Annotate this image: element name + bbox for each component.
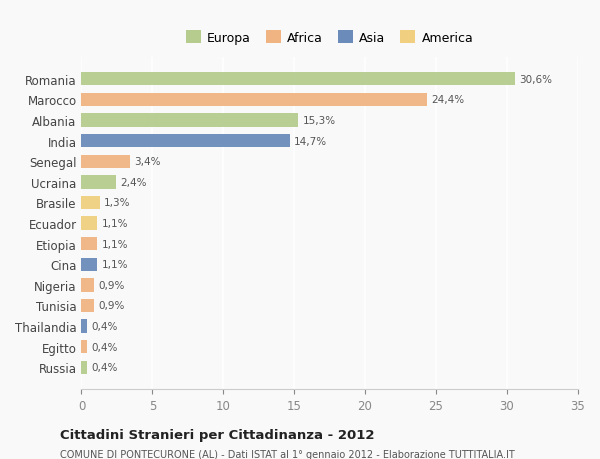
Bar xyxy=(82,237,97,251)
Bar xyxy=(82,258,97,271)
Text: 0,9%: 0,9% xyxy=(98,280,125,290)
Bar xyxy=(82,196,100,210)
Bar xyxy=(82,340,87,353)
Text: 1,3%: 1,3% xyxy=(104,198,131,208)
Text: Cittadini Stranieri per Cittadinanza - 2012: Cittadini Stranieri per Cittadinanza - 2… xyxy=(60,428,374,441)
Text: 1,1%: 1,1% xyxy=(101,260,128,269)
Bar xyxy=(82,361,87,374)
Text: 30,6%: 30,6% xyxy=(520,75,553,84)
Text: 0,4%: 0,4% xyxy=(91,342,118,352)
Text: 14,7%: 14,7% xyxy=(294,136,327,146)
Bar xyxy=(82,73,515,86)
Text: 1,1%: 1,1% xyxy=(101,239,128,249)
Bar xyxy=(82,155,130,168)
Text: 1,1%: 1,1% xyxy=(101,218,128,229)
Text: 3,4%: 3,4% xyxy=(134,157,160,167)
Legend: Europa, Africa, Asia, America: Europa, Africa, Asia, America xyxy=(185,31,473,45)
Text: 24,4%: 24,4% xyxy=(431,95,465,105)
Text: 15,3%: 15,3% xyxy=(302,116,336,126)
Text: 2,4%: 2,4% xyxy=(120,178,146,187)
Bar xyxy=(82,319,87,333)
Bar xyxy=(82,94,427,107)
Bar xyxy=(82,299,94,313)
Bar xyxy=(82,114,298,128)
Bar xyxy=(82,217,97,230)
Bar xyxy=(82,176,116,189)
Text: 0,9%: 0,9% xyxy=(98,301,125,311)
Text: 0,4%: 0,4% xyxy=(91,321,118,331)
Bar xyxy=(82,279,94,292)
Bar xyxy=(82,134,290,148)
Text: COMUNE DI PONTECURONE (AL) - Dati ISTAT al 1° gennaio 2012 - Elaborazione TUTTIT: COMUNE DI PONTECURONE (AL) - Dati ISTAT … xyxy=(60,449,515,459)
Text: 0,4%: 0,4% xyxy=(91,363,118,372)
